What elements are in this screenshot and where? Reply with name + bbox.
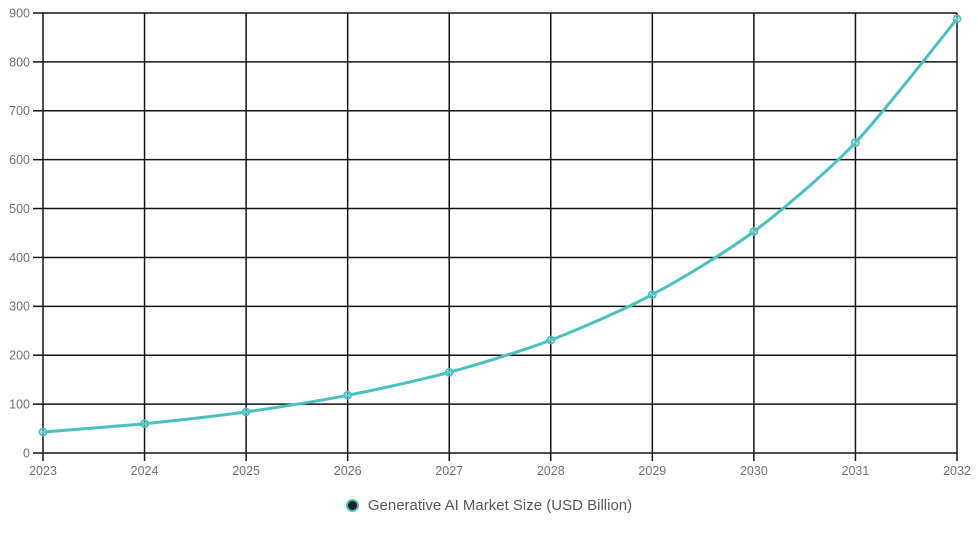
y-tick-label: 500 — [9, 202, 30, 216]
data-point-2027[interactable] — [444, 367, 454, 377]
y-tick-label: 200 — [9, 349, 30, 363]
y-tick-label: 300 — [9, 300, 30, 314]
x-tick-label: 2027 — [435, 464, 463, 478]
data-point-2032[interactable] — [952, 14, 962, 24]
x-tick-label: 2032 — [943, 464, 971, 478]
y-tick-label: 900 — [9, 6, 30, 20]
y-tick-label: 0 — [23, 446, 30, 460]
data-point-2025[interactable] — [241, 407, 251, 417]
x-tick-label: 2028 — [537, 464, 565, 478]
x-tick-label: 2029 — [638, 464, 666, 478]
y-tick-label: 800 — [9, 55, 30, 69]
chart-legend-item[interactable]: Generative AI Market Size (USD Billion) — [0, 498, 978, 513]
x-tick-label: 2031 — [842, 464, 870, 478]
data-point-2031[interactable] — [851, 138, 860, 147]
x-tick-label: 2025 — [232, 464, 260, 478]
series-line — [41, 17, 959, 434]
x-tick-label: 2024 — [131, 464, 159, 478]
data-point-2023[interactable] — [38, 427, 48, 437]
data-point-2028[interactable] — [546, 335, 556, 345]
data-point-2026[interactable] — [343, 390, 353, 400]
data-point-2024[interactable] — [140, 419, 149, 429]
legend-series-marker-icon — [345, 499, 359, 512]
x-tick-label: 2030 — [740, 464, 768, 478]
legend-series-label: Generative AI Market Size (USD Billion) — [367, 497, 633, 514]
y-tick-label: 100 — [9, 397, 30, 411]
y-tick-label: 700 — [9, 104, 30, 118]
x-tick-label: 2026 — [334, 464, 362, 478]
y-tick-label: 400 — [9, 251, 30, 265]
data-point-2030[interactable] — [749, 227, 759, 236]
y-tick-label: 600 — [9, 153, 30, 167]
data-point-2029[interactable] — [647, 290, 657, 300]
x-tick-label: 2023 — [29, 464, 57, 478]
